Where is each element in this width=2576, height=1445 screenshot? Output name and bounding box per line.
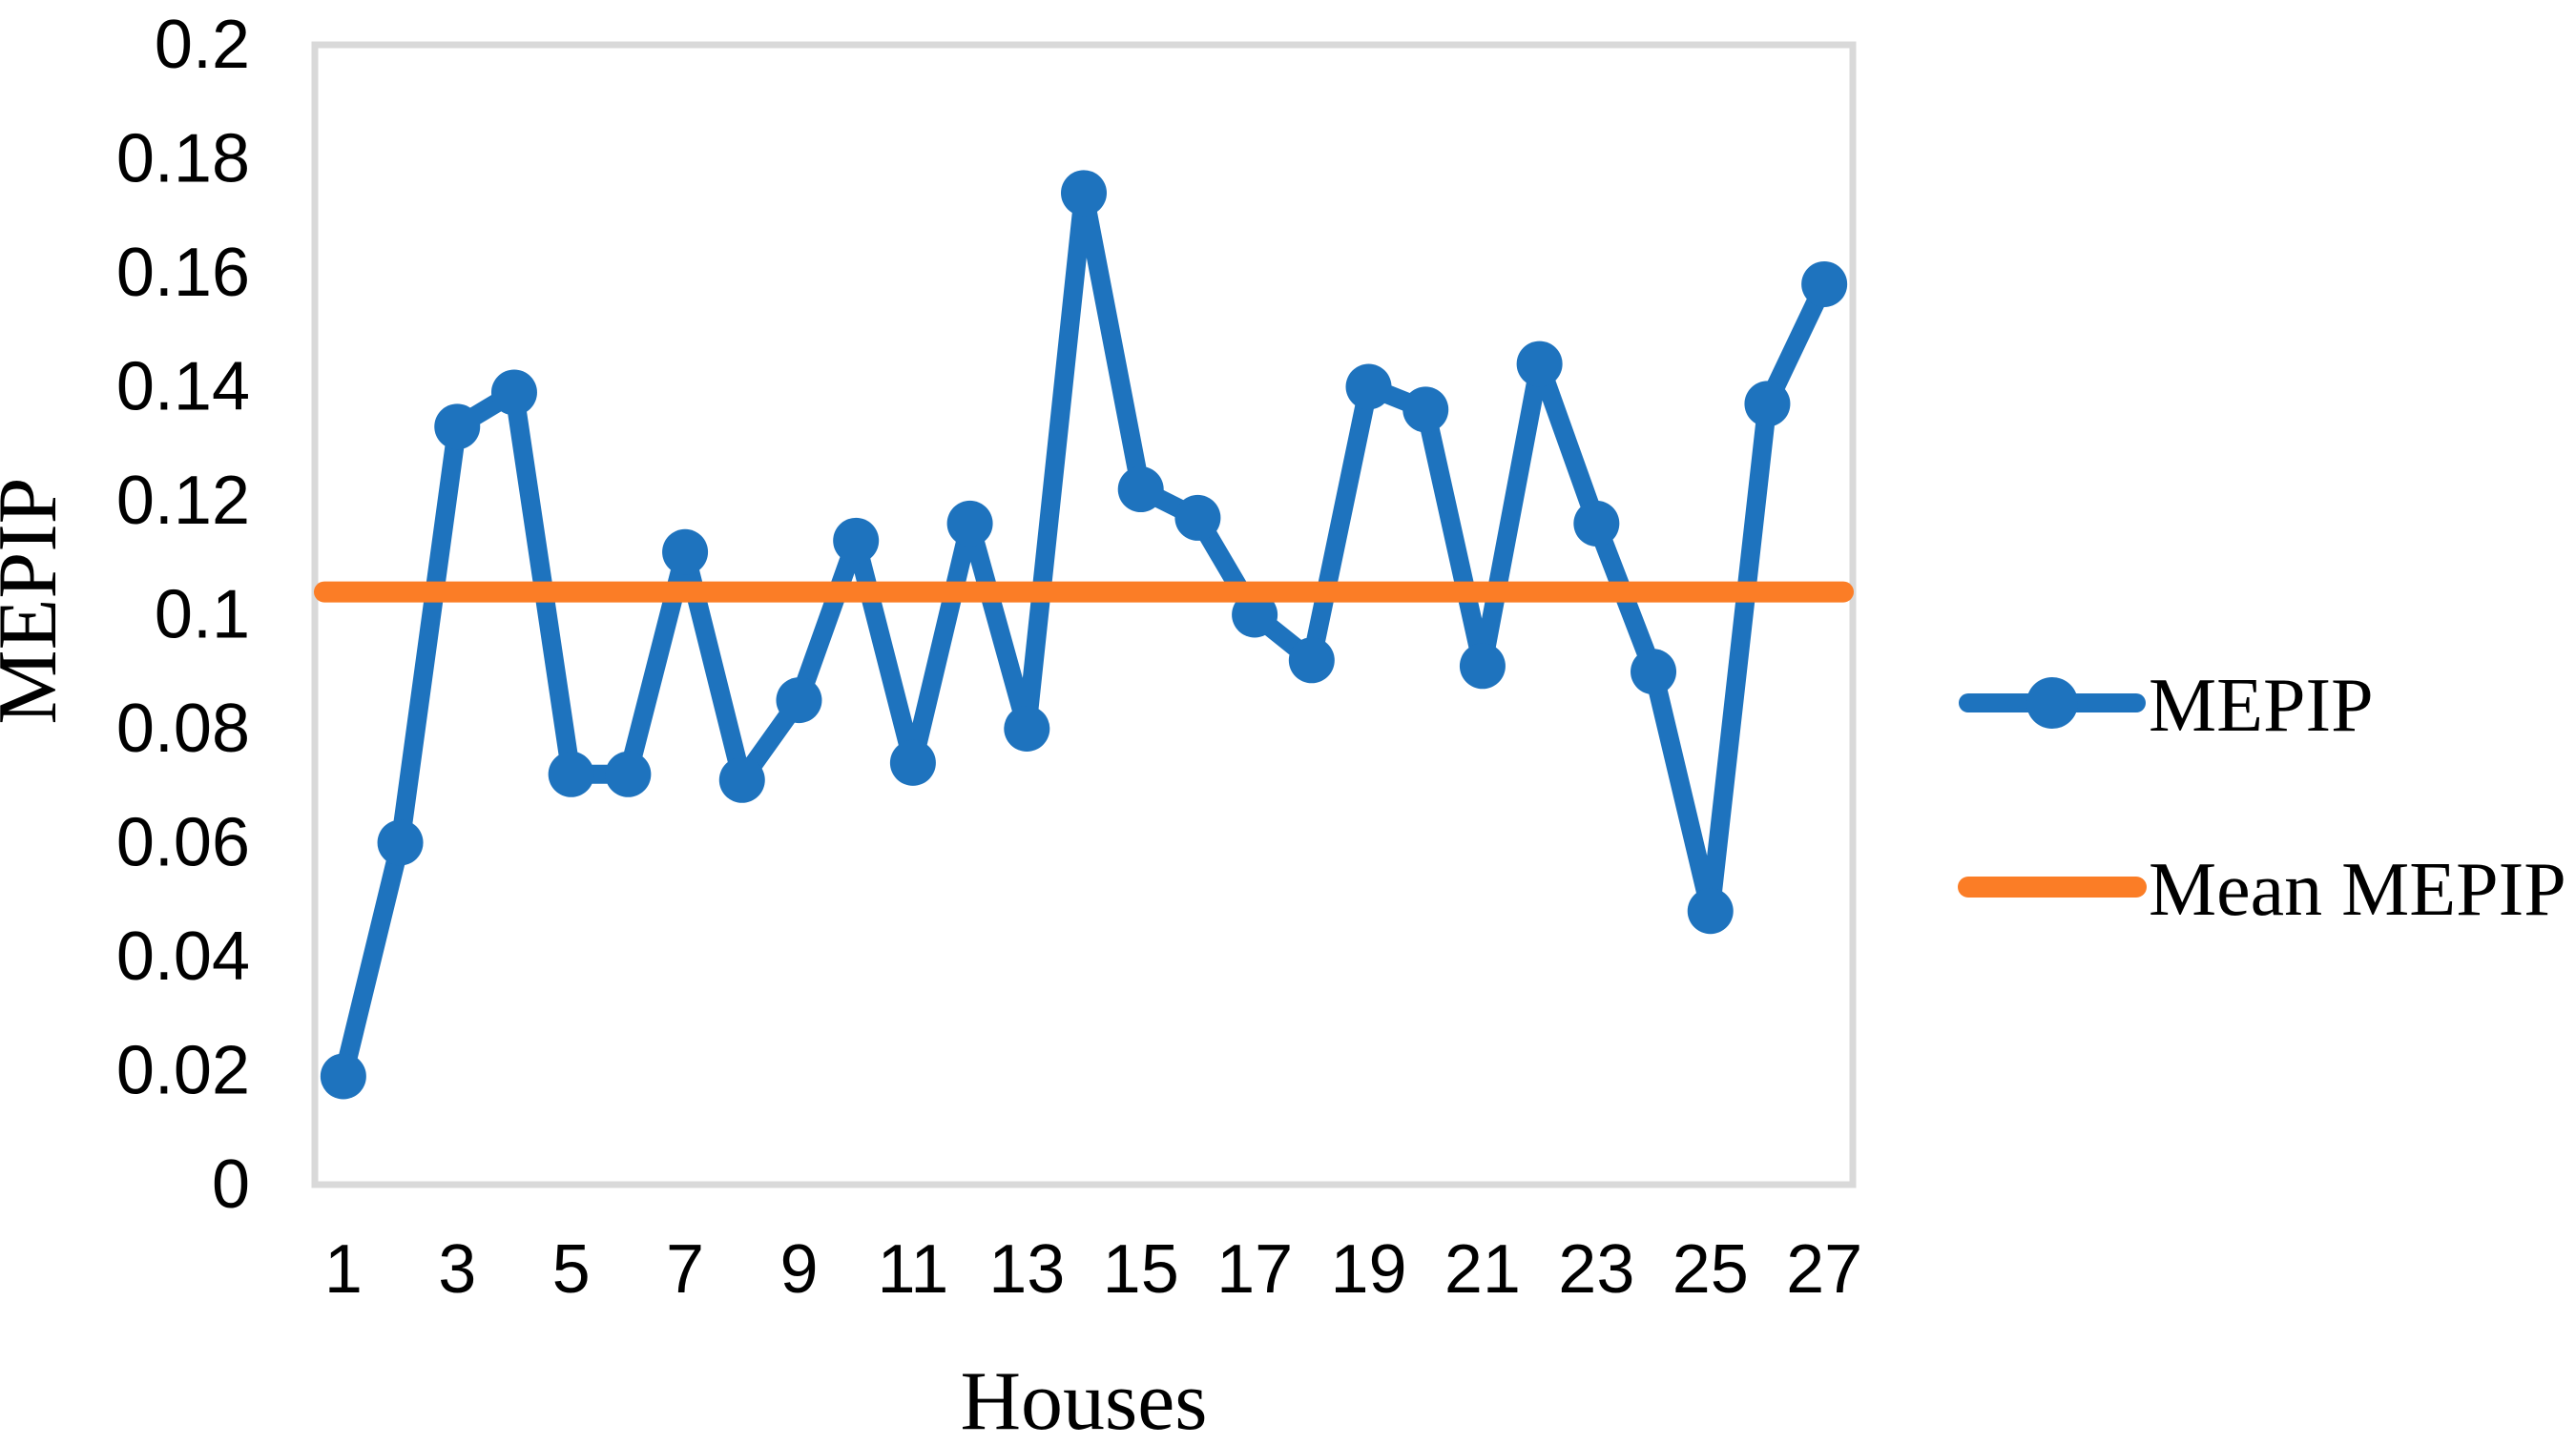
- x-tick-label-3: 3: [438, 1231, 476, 1308]
- legend-item-mepip: MEPIP: [1959, 664, 2374, 748]
- data-point-8: [718, 756, 765, 803]
- x-tick-label-13: 13: [988, 1231, 1065, 1308]
- y-tick-label-0.16: 0.16: [116, 235, 250, 311]
- data-point-13: [1004, 706, 1050, 752]
- x-tick-label-11: 11: [878, 1231, 949, 1308]
- x-axis-title: Houses: [960, 1355, 1207, 1445]
- y-tick-label-0.2: 0.2: [155, 7, 250, 83]
- data-point-17: [1232, 591, 1278, 638]
- data-point-22: [1516, 341, 1563, 387]
- x-tick-label-1: 1: [324, 1231, 363, 1308]
- data-point-21: [1459, 643, 1506, 690]
- x-tick-label-21: 21: [1444, 1231, 1521, 1308]
- data-point-5: [548, 751, 594, 797]
- data-point-4: [490, 369, 537, 416]
- legend-item-mean-mepip: Mean MEPIP: [1958, 848, 2566, 932]
- data-point-15: [1117, 466, 1164, 513]
- y-tick-label-0.14: 0.14: [116, 349, 250, 425]
- data-point-10: [833, 517, 880, 564]
- x-tick-label-9: 9: [779, 1231, 818, 1308]
- x-tick-label-7: 7: [666, 1231, 704, 1308]
- data-point-20: [1402, 386, 1449, 433]
- data-point-9: [776, 677, 822, 724]
- data-point-7: [662, 528, 709, 575]
- x-tick-label-27: 27: [1786, 1231, 1862, 1308]
- legend-label-mepip: MEPIP: [2149, 664, 2374, 748]
- data-point-12: [946, 500, 993, 547]
- x-axis-tick-labels: 1 3 5 7 9 11 13 15 17 19 21 23 25 27: [324, 1231, 1862, 1308]
- x-tick-label-25: 25: [1672, 1231, 1749, 1308]
- data-point-25: [1687, 888, 1734, 935]
- y-tick-label-0.1: 0.1: [155, 577, 250, 653]
- data-point-24: [1631, 649, 1677, 695]
- series-layer: [314, 170, 1854, 1100]
- legend-label-mean-mepip: Mean MEPIP: [2149, 848, 2566, 932]
- y-tick-label-0.06: 0.06: [116, 805, 250, 881]
- x-tick-label-17: 17: [1216, 1231, 1293, 1308]
- data-point-3: [434, 403, 481, 450]
- data-point-27: [1801, 260, 1848, 307]
- data-point-14: [1061, 170, 1107, 217]
- y-tick-label-0.02: 0.02: [116, 1033, 250, 1109]
- data-point-6: [605, 751, 652, 797]
- series-line-mepip: [333, 183, 1835, 1086]
- data-point-18: [1288, 637, 1335, 684]
- y-tick-label-0.08: 0.08: [116, 691, 250, 767]
- plot-area-border: [311, 41, 1857, 1188]
- x-tick-label-19: 19: [1330, 1231, 1406, 1308]
- y-axis-title: MEPIP: [0, 477, 74, 724]
- x-tick-label-15: 15: [1103, 1231, 1179, 1308]
- x-tick-label-5: 5: [552, 1231, 591, 1308]
- y-tick-label-0.18: 0.18: [116, 121, 250, 197]
- y-tick-label-0: 0: [212, 1146, 250, 1223]
- data-point-1: [320, 1053, 366, 1100]
- y-axis-tick-labels: 0 0.02 0.04 0.06 0.08 0.1 0.12 0.14 0.16 0.18 0.2: [116, 7, 250, 1223]
- data-point-23: [1573, 500, 1620, 547]
- data-point-19: [1345, 363, 1392, 410]
- y-tick-label-0.12: 0.12: [116, 463, 250, 539]
- legend: MEPIP Mean MEPIP: [1958, 664, 2566, 932]
- data-point-2: [377, 819, 424, 866]
- x-tick-label-23: 23: [1558, 1231, 1634, 1308]
- data-point-16: [1174, 494, 1221, 541]
- data-point-26: [1744, 381, 1791, 427]
- data-point-11: [889, 739, 936, 786]
- y-tick-label-0.04: 0.04: [116, 919, 250, 995]
- legend-swatch-mepip-marker-icon: [2026, 677, 2078, 729]
